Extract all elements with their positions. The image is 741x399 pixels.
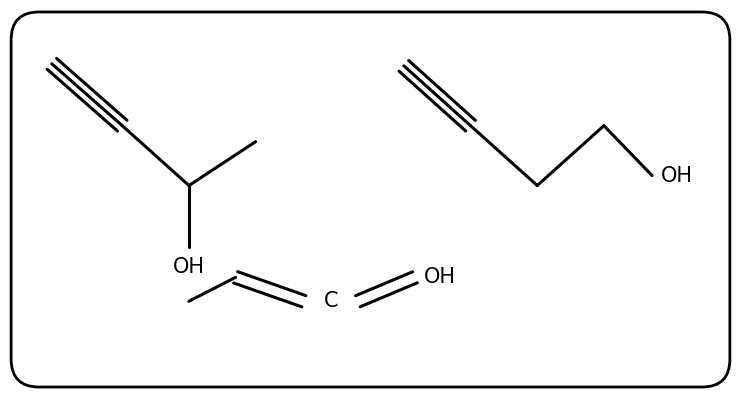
Text: C: C bbox=[324, 291, 339, 311]
Text: OH: OH bbox=[661, 166, 693, 186]
Text: OH: OH bbox=[424, 267, 456, 287]
Text: OH: OH bbox=[173, 257, 205, 277]
